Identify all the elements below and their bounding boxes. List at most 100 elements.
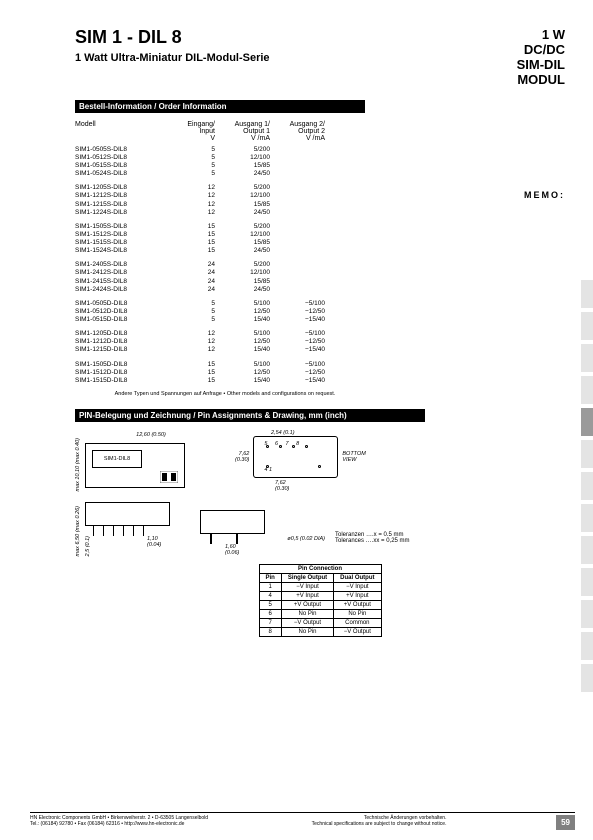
cell-input: 24 [165, 286, 215, 294]
cell-model: SIM1-1205S-DIL8 [75, 184, 165, 192]
cell-input: 5 [165, 154, 215, 162]
th-model: Modell [75, 121, 165, 146]
cell-model: SIM1-1212D-DIL8 [75, 338, 165, 346]
cell-input: 12 [165, 184, 215, 192]
cell-out2 [270, 278, 325, 286]
cell-input: 12 [165, 338, 215, 346]
pin-cell: −V Output [334, 628, 381, 637]
th-input-l3: V [210, 135, 215, 142]
table-row: SIM1-2424S-DIL82424/50 [75, 286, 325, 294]
pin-cell: −V Input [281, 583, 333, 592]
side-w1i: (0.04) [147, 542, 161, 548]
package-top-outline: SIM1-DIL8 [85, 443, 185, 488]
th-out2-l3: V /mA [306, 135, 325, 142]
table-row: SIM1-0512D-DIL8512/50−12/50 [75, 308, 325, 316]
cell-out1: 12/100 [215, 269, 270, 277]
cell-input: 5 [165, 300, 215, 308]
cell-model: SIM1-1215S-DIL8 [75, 201, 165, 209]
cell-model: SIM1-0505S-DIL8 [75, 146, 165, 154]
side-tab [581, 664, 593, 692]
th-out2-l2: Output 2 [298, 128, 325, 135]
cell-input: 15 [165, 247, 215, 255]
table-row: SIM1-1212S-DIL81212/100 [75, 192, 325, 200]
pin-row: 8No Pin−V Output [259, 628, 381, 637]
th-out2-l1: Ausgang 2/ [290, 121, 325, 128]
cell-out1: 24/50 [215, 247, 270, 255]
th-out1: Ausgang 1/ Output 1 V /mA [215, 121, 270, 146]
chip-label-box: SIM1-DIL8 [92, 450, 142, 468]
dim-bh1i: (0.30) [235, 457, 249, 463]
tolerance-line2: Tolerances ….xx = 0,25 mm [335, 538, 410, 544]
pin-th: Dual Output [334, 574, 381, 583]
side-tab [581, 600, 593, 628]
pin-connection-table: Pin Connection PinSingle OutputDual Outp… [259, 564, 382, 637]
pin-row: 1−V Input−V Input [259, 583, 381, 592]
cell-model: SIM1-0505D-DIL8 [75, 300, 165, 308]
section-pin-bar: PIN-Belegung und Zeichnung / Pin Assignm… [75, 409, 425, 422]
cell-out1: 15/40 [215, 377, 270, 385]
cell-model: SIM1-0512S-DIL8 [75, 154, 165, 162]
side-tab [581, 536, 593, 564]
pin-th: Single Output [281, 574, 333, 583]
cell-out1: 5/100 [215, 330, 270, 338]
cell-model: SIM1-0512D-DIL8 [75, 308, 165, 316]
cell-out2: −12/50 [270, 338, 325, 346]
cell-model: SIM1-1515D-DIL8 [75, 377, 165, 385]
side-body-1 [85, 502, 170, 526]
cell-out2: −5/100 [270, 330, 325, 338]
cell-model: SIM1-1524S-DIL8 [75, 247, 165, 255]
cell-out1: 24/50 [215, 170, 270, 178]
pin-cell: +V Input [334, 592, 381, 601]
table-row: SIM1-1215D-DIL81215/40−15/40 [75, 346, 325, 354]
cell-input: 12 [165, 192, 215, 200]
pin-cell: 1 [259, 583, 281, 592]
pin-cell: −V Output [281, 619, 333, 628]
cell-input: 12 [165, 330, 215, 338]
cell-out1: 15/85 [215, 162, 270, 170]
right-line1: 1 W [517, 28, 565, 43]
cell-out2: −15/40 [270, 316, 325, 324]
th-out1-l1: Ausgang 1/ [235, 121, 270, 128]
dia-label: ø0,5 (0.02 DIA) [287, 536, 325, 542]
package-bottom-outline: 5 6 7 8 4 1 [253, 436, 338, 478]
cell-input: 24 [165, 269, 215, 277]
cell-input: 24 [165, 278, 215, 286]
cell-out1: 12/100 [215, 154, 270, 162]
order-note: Andere Typen und Spannungen auf Anfrage … [75, 391, 375, 397]
cell-out2 [270, 170, 325, 178]
pin-cell: 4 [259, 592, 281, 601]
table-row: SIM1-1515S-DIL81515/85 [75, 239, 325, 247]
cell-out2 [270, 231, 325, 239]
cell-input: 15 [165, 369, 215, 377]
cell-out1: 12/50 [215, 369, 270, 377]
memo-label: MEMO: [524, 190, 565, 200]
table-row: SIM1-1524S-DIL81524/50 [75, 247, 325, 255]
cell-input: 15 [165, 223, 215, 231]
side-tab [581, 504, 593, 532]
side-tab [581, 568, 593, 596]
cell-model: SIM1-2405S-DIL8 [75, 261, 165, 269]
th-input: Eingang/ Input V [165, 121, 215, 146]
th-out1-l2: Output 1 [243, 128, 270, 135]
cell-out1: 15/40 [215, 346, 270, 354]
side-tab [581, 344, 593, 372]
cell-input: 5 [165, 162, 215, 170]
cell-out2 [270, 201, 325, 209]
pin-cell: 6 [259, 610, 281, 619]
cell-input: 5 [165, 146, 215, 154]
th-out2: Ausgang 2/ Output 2 V /mA [270, 121, 325, 146]
pin-row: 6No PinNo Pin [259, 610, 381, 619]
side-tab [581, 632, 593, 660]
pin-cell: 8 [259, 628, 281, 637]
pin-th: Pin [259, 574, 281, 583]
side-tab [581, 376, 593, 404]
cell-out1: 15/85 [215, 201, 270, 209]
table-row: SIM1-2412S-DIL82412/100 [75, 269, 325, 277]
cell-out1: 5/200 [215, 146, 270, 154]
table-row: SIM1-0512S-DIL8512/100 [75, 154, 325, 162]
cell-out1: 5/200 [215, 261, 270, 269]
table-row: SIM1-2415S-DIL82415/85 [75, 278, 325, 286]
cell-model: SIM1-0524S-DIL8 [75, 170, 165, 178]
bottom-view-l2: VIEW [342, 457, 356, 463]
right-line4: MODUL [517, 73, 565, 88]
